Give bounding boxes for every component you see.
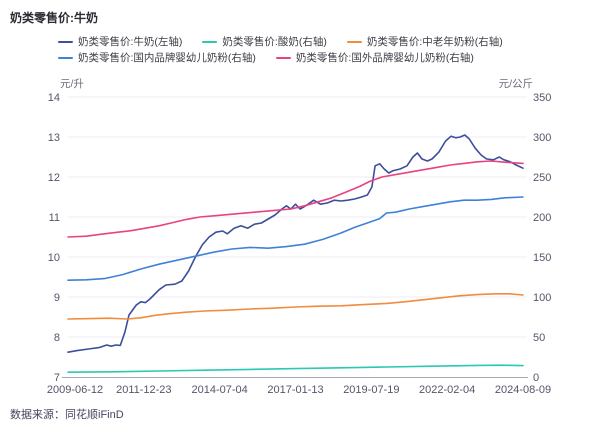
legend-label: 奶类零售价:国外品牌婴幼儿奶粉(右轴) <box>295 52 474 64</box>
legend-row: 奶类零售价:国内品牌婴幼儿奶粉(右轴) 奶类零售价:国外品牌婴幼儿奶粉(右轴) <box>58 50 578 66</box>
legend-swatch-icon <box>58 41 73 43</box>
x-axis-tick: 2019-07-19 <box>343 384 399 396</box>
legend-label: 奶类零售价:国内品牌婴幼儿奶粉(右轴) <box>78 52 256 64</box>
y-axis-tick-left: 7 <box>54 372 60 384</box>
y-axis-tick-right: 150 <box>533 252 551 264</box>
series-line-3[interactable] <box>67 196 524 281</box>
y-axis-tick-left: 9 <box>54 292 60 304</box>
series-line-0[interactable] <box>67 134 524 353</box>
legend-row: 奶类零售价:牛奶(左轴) 奶类零售价:酸奶(右轴) 奶类零售价:中老年奶粉(右轴) <box>58 34 578 50</box>
y-axis-tick-right: 350 <box>533 92 551 104</box>
legend-label: 奶类零售价:牛奶(左轴) <box>78 36 183 48</box>
legend-item[interactable]: 奶类零售价:牛奶(左轴) <box>58 34 182 50</box>
y-axis-tick-left: 11 <box>49 212 60 224</box>
left-axis-unit-label: 元/升 <box>60 78 84 90</box>
series-line-4[interactable] <box>67 160 524 238</box>
x-axis-tick: 2024-08-09 <box>495 384 551 396</box>
legend-swatch-icon <box>202 41 218 43</box>
legend-item[interactable]: 奶类零售价:中老年奶粉(右轴) <box>346 34 503 50</box>
y-axis-tick-right: 100 <box>533 292 551 304</box>
legend-swatch-icon <box>58 57 73 59</box>
x-axis-tick: 2009-06-12 <box>47 384 103 396</box>
y-axis-tick-left: 14 <box>48 92 60 104</box>
y-axis-tick-right: 0 <box>533 372 539 384</box>
series-line-1[interactable] <box>67 364 524 373</box>
x-axis-tick: 2014-07-04 <box>192 384 248 396</box>
legend-swatch-icon <box>346 41 362 43</box>
y-axis-tick-left: 13 <box>48 132 60 144</box>
y-axis-tick-left: 10 <box>48 252 60 264</box>
x-axis-tick: 2011-12-23 <box>116 384 171 396</box>
y-axis-tick-right: 250 <box>533 172 551 184</box>
legend-item[interactable]: 奶类零售价:酸奶(右轴) <box>202 34 327 50</box>
legend-label: 奶类零售价:酸奶(右轴) <box>222 36 327 48</box>
x-axis-tick: 2017-01-13 <box>267 384 323 396</box>
legend-swatch-icon <box>275 57 291 59</box>
y-axis-tick-right: 200 <box>533 212 551 224</box>
series-line-2[interactable] <box>67 293 524 320</box>
y-axis-tick-right: 300 <box>533 132 551 144</box>
data-source: 数据来源：同花顺iFinD <box>10 409 124 421</box>
legend-label: 奶类零售价:中老年奶粉(右轴) <box>366 36 503 48</box>
legend-item[interactable]: 奶类零售价:国内品牌婴幼儿奶粉(右轴) <box>58 50 256 66</box>
right-axis-unit-label: 元/公斤 <box>498 78 533 90</box>
y-axis-tick-right: 50 <box>533 332 545 344</box>
page-title: 奶类零售价:牛奶 <box>10 11 98 25</box>
x-axis-tick: 2022-02-04 <box>419 384 475 396</box>
legend: 奶类零售价:牛奶(左轴) 奶类零售价:酸奶(右轴) 奶类零售价:中老年奶粉(右轴) 奶… <box>58 34 578 66</box>
y-axis-tick-left: 12 <box>48 172 60 184</box>
y-axis-tick-left: 8 <box>54 332 60 344</box>
legend-item[interactable]: 奶类零售价:国外品牌婴幼儿奶粉(右轴) <box>275 50 474 66</box>
